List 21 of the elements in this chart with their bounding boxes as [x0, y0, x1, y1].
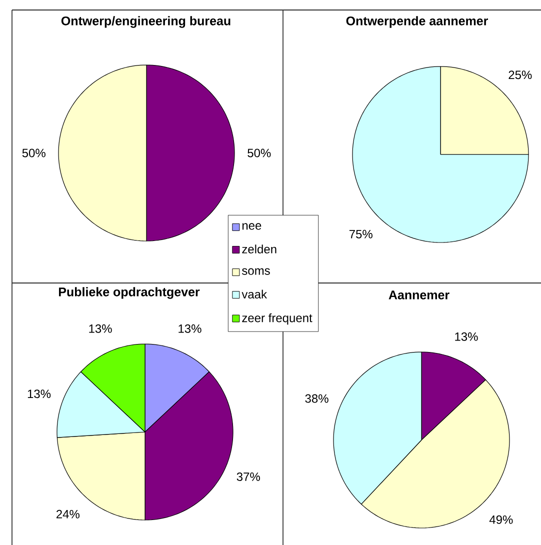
- legend-label: zelden: [242, 244, 276, 254]
- chart-title: Ontwerp/engineering bureau: [61, 16, 230, 28]
- data-label: 50%: [248, 148, 271, 158]
- data-label: 13%: [455, 332, 478, 341]
- data-label: 38%: [305, 394, 328, 403]
- data-label: 13%: [89, 324, 112, 333]
- data-label: 37%: [236, 472, 260, 481]
- legend-label: vaak: [242, 290, 268, 299]
- data-label: 24%: [56, 510, 80, 518]
- legend-label: nee: [242, 223, 262, 230]
- chart-title: Ontwerpende aannemer: [346, 16, 488, 28]
- chart-title: Aannemer: [388, 290, 450, 300]
- legend-label: soms: [242, 268, 270, 275]
- legend-label: zeer frequent: [242, 313, 312, 325]
- data-label: 50%: [22, 148, 46, 158]
- data-label: 13%: [178, 324, 202, 333]
- text: Publieke opdrachtgever: [58, 287, 200, 299]
- data-label: 75%: [349, 230, 372, 238]
- data-label: 49%: [489, 515, 513, 524]
- data-label: 13%: [28, 390, 51, 398]
- data-label: 25%: [508, 70, 532, 80]
